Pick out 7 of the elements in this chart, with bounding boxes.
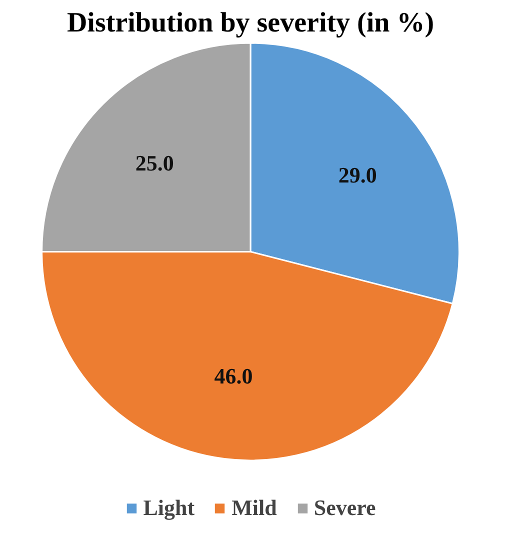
data-label: 46.0	[214, 364, 253, 389]
legend-label: Light	[143, 495, 195, 521]
chart-title: Distribution by severity (in %)	[66, 8, 434, 38]
legend-label: Severe	[314, 495, 376, 521]
data-label: 25.0	[135, 150, 174, 176]
data-label: 29.0	[338, 162, 377, 188]
legend-label: Mild	[232, 495, 277, 521]
